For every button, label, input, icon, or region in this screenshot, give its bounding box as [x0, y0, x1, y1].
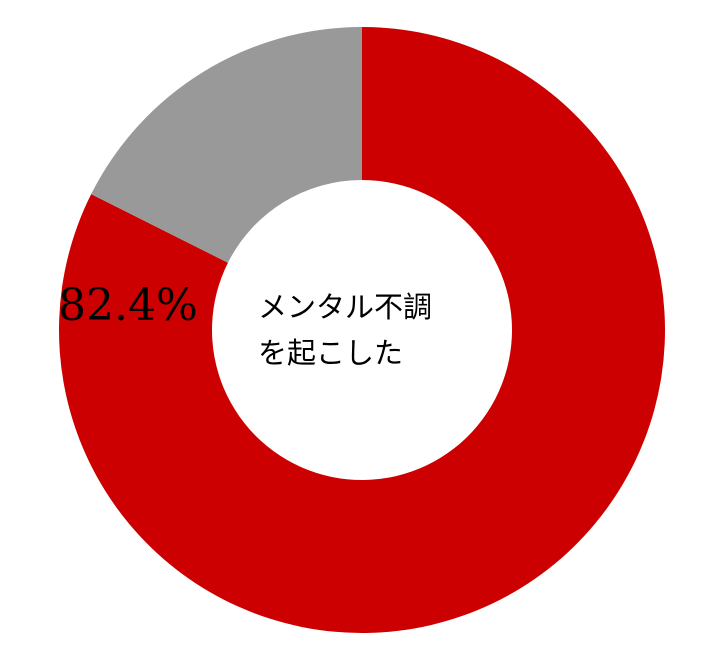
- slice-label-mental-issue: 82.4%: [58, 280, 198, 331]
- donut-slice-1: [91, 27, 362, 263]
- donut-slice-0: [58, 27, 666, 633]
- center-label-line-1: メンタル不調: [258, 290, 432, 324]
- center-label-line-2: を起こした: [258, 336, 403, 370]
